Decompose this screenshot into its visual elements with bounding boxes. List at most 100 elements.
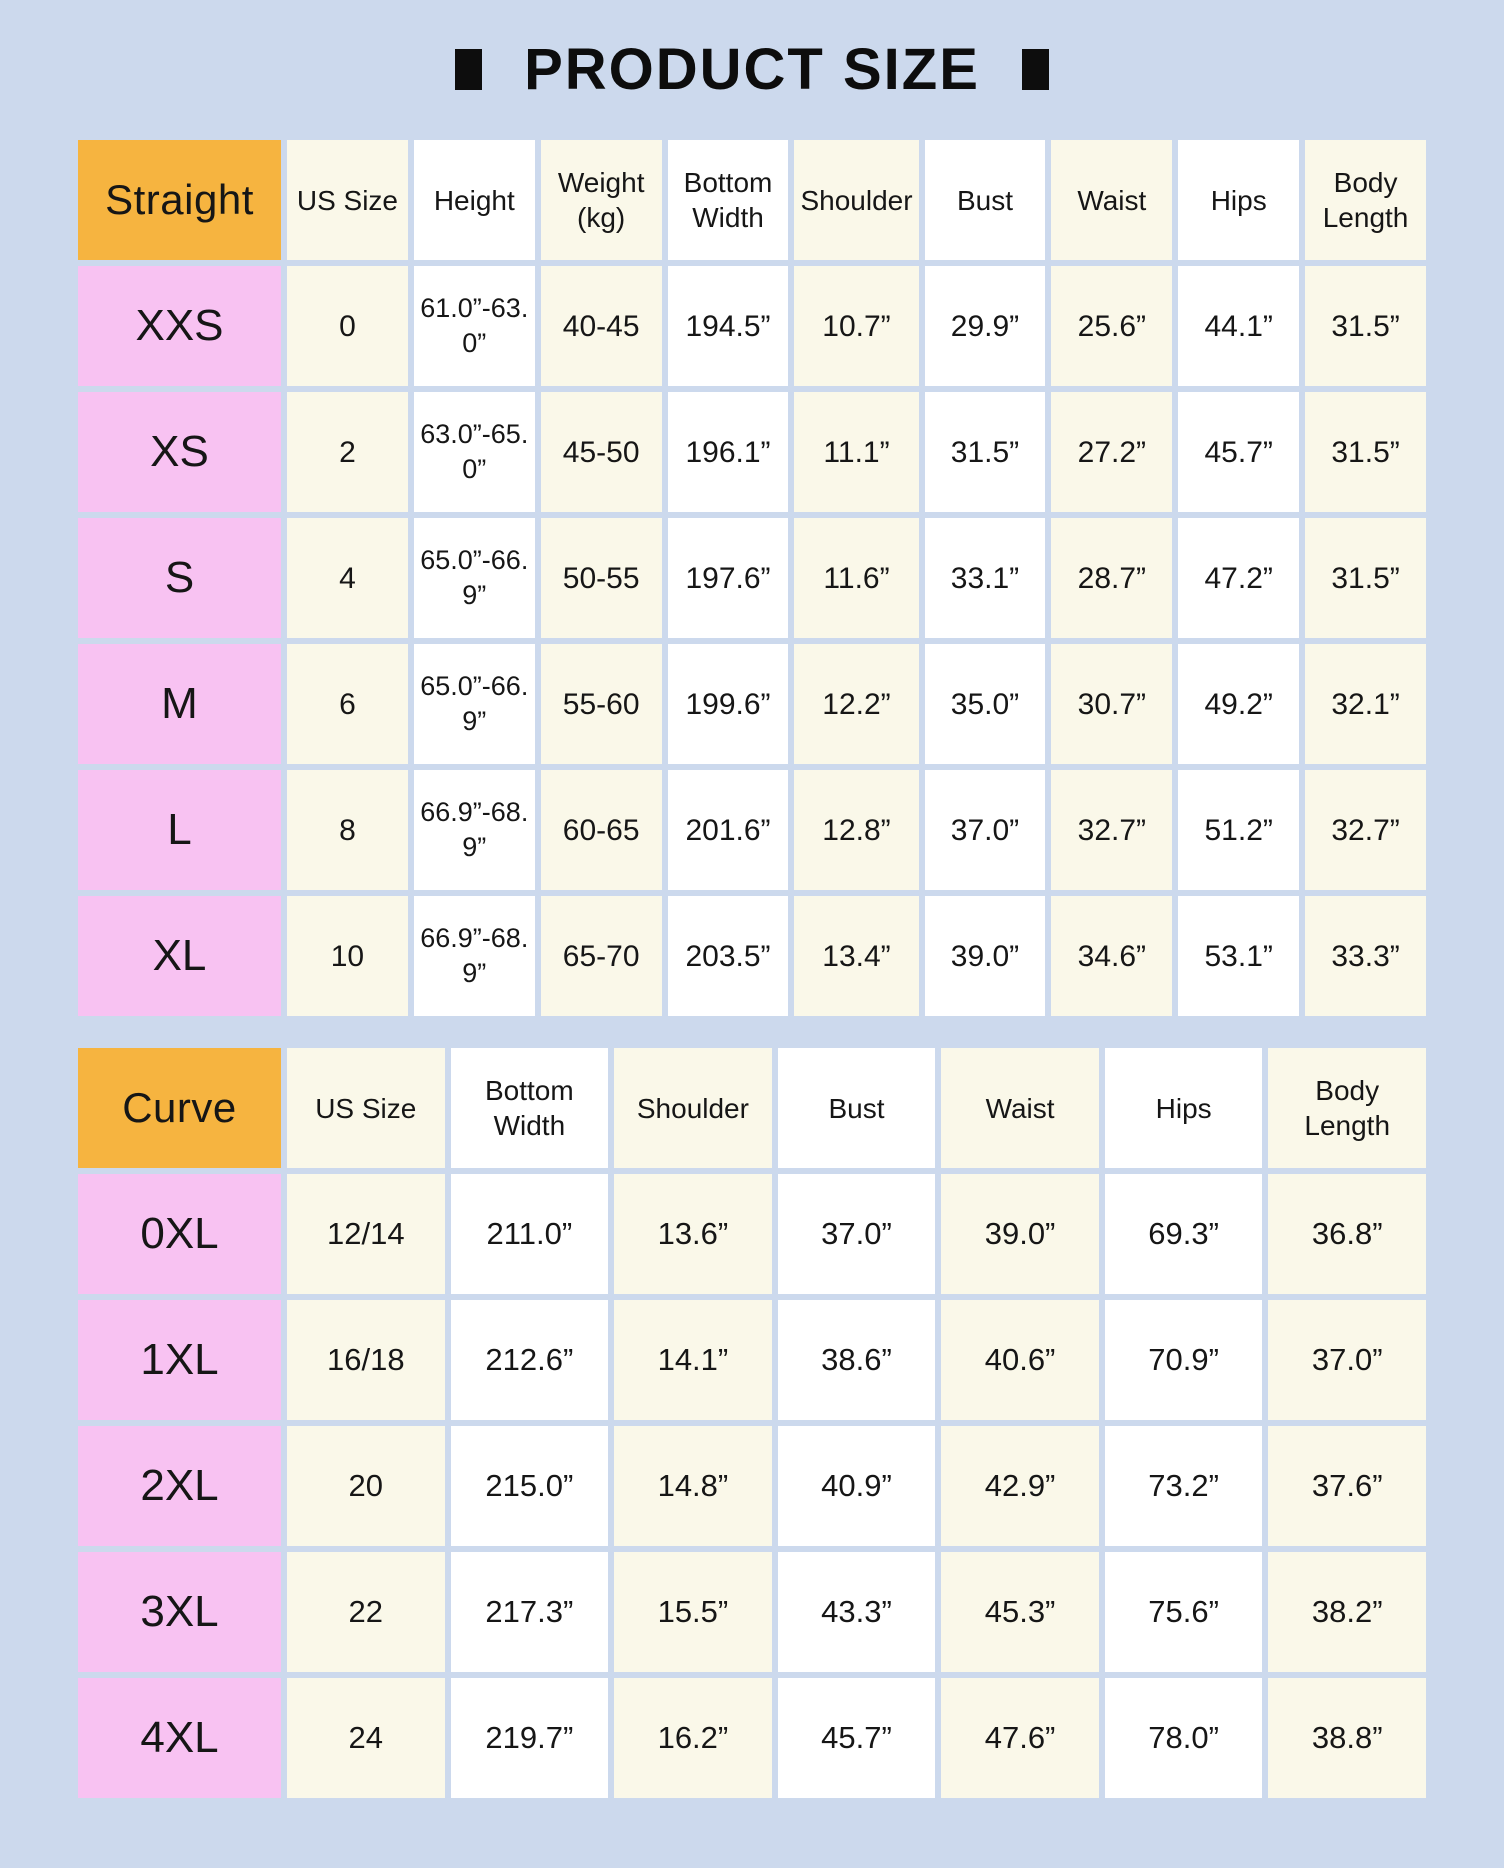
- table-cell: 4: [287, 518, 408, 638]
- column-header: Bottom Width: [450, 1048, 609, 1168]
- table-cell: 49.2”: [1178, 644, 1300, 764]
- table-cell: 14.1”: [614, 1300, 772, 1420]
- table-cell: 69.3”: [1104, 1174, 1263, 1294]
- row-label-l: L: [78, 770, 281, 890]
- row-label-m: M: [78, 644, 281, 764]
- table-cell: 65.0”-66.9”: [413, 518, 535, 638]
- column-header: US Size: [287, 1048, 445, 1168]
- row-label-3xl: 3XL: [78, 1552, 281, 1672]
- table-cell: 50-55: [540, 518, 662, 638]
- table-cell: 60-65: [540, 770, 662, 890]
- table-cell: 16.2”: [614, 1678, 772, 1798]
- table-cell: 29.9”: [924, 266, 1046, 386]
- column-header: Bust: [777, 1048, 936, 1168]
- black-square-icon: [1021, 48, 1049, 90]
- table-cell: 211.0”: [450, 1174, 609, 1294]
- table-cell: 37.0”: [1268, 1300, 1426, 1420]
- table-cell: 14.8”: [614, 1426, 772, 1546]
- table-cell: 0: [287, 266, 408, 386]
- table-cell: 43.3”: [777, 1552, 936, 1672]
- table-cell: 203.5”: [667, 896, 789, 1016]
- column-header: Body Length: [1305, 140, 1426, 260]
- row-label-xl: XL: [78, 896, 281, 1016]
- table-cell: 66.9”-68.9”: [413, 770, 535, 890]
- table-cell: 40.9”: [777, 1426, 936, 1546]
- table-cell: 32.7”: [1305, 770, 1426, 890]
- table-cell: 55-60: [540, 644, 662, 764]
- table-cell: 47.6”: [941, 1678, 1099, 1798]
- table-cell: 30.7”: [1051, 644, 1173, 764]
- table-cell: 28.7”: [1051, 518, 1173, 638]
- column-header: US Size: [287, 140, 408, 260]
- table-cell: 78.0”: [1104, 1678, 1263, 1798]
- table-cell: 25.6”: [1051, 266, 1173, 386]
- table-cell: 11.1”: [794, 392, 919, 512]
- table-cell: 201.6”: [667, 770, 789, 890]
- table-cell: 65.0”-66.9”: [413, 644, 535, 764]
- table-cell: 12.8”: [794, 770, 919, 890]
- table-cell: 45.7”: [777, 1678, 936, 1798]
- black-square-icon: [455, 48, 483, 90]
- table-cell: 10: [287, 896, 408, 1016]
- column-header: Waist: [941, 1048, 1099, 1168]
- table-cell: 38.8”: [1268, 1678, 1426, 1798]
- table-cell: 31.5”: [1305, 518, 1426, 638]
- table-cell: 38.6”: [777, 1300, 936, 1420]
- table-cell: 40-45: [540, 266, 662, 386]
- table-cell: 63.0”-65.0”: [413, 392, 535, 512]
- table-cell: 196.1”: [667, 392, 789, 512]
- curve-table-title: Curve: [78, 1048, 281, 1168]
- column-header: Hips: [1178, 140, 1300, 260]
- table-cell: 31.5”: [1305, 392, 1426, 512]
- column-header: Bust: [924, 140, 1046, 260]
- row-label-xs: XS: [78, 392, 281, 512]
- table-cell: 194.5”: [667, 266, 789, 386]
- table-cell: 34.6”: [1051, 896, 1173, 1016]
- page-title: PRODUCT SIZE: [524, 36, 980, 102]
- table-cell: 37.0”: [777, 1174, 936, 1294]
- table-cell: 47.2”: [1178, 518, 1300, 638]
- row-label-0xl: 0XL: [78, 1174, 281, 1294]
- table-cell: 70.9”: [1104, 1300, 1263, 1420]
- table-cell: 36.8”: [1268, 1174, 1426, 1294]
- table-cell: 42.9”: [941, 1426, 1099, 1546]
- column-header: Waist: [1051, 140, 1173, 260]
- table-cell: 199.6”: [667, 644, 789, 764]
- table-cell: 65-70: [540, 896, 662, 1016]
- table-cell: 32.1”: [1305, 644, 1426, 764]
- table-cell: 73.2”: [1104, 1426, 1263, 1546]
- column-header: Height: [413, 140, 535, 260]
- table-cell: 39.0”: [941, 1174, 1099, 1294]
- column-header: Bottom Width: [667, 140, 789, 260]
- table-cell: 31.5”: [924, 392, 1046, 512]
- table-cell: 12/14: [287, 1174, 445, 1294]
- table-cell: 16/18: [287, 1300, 445, 1420]
- table-cell: 11.6”: [794, 518, 919, 638]
- table-cell: 212.6”: [450, 1300, 609, 1420]
- table-cell: 215.0”: [450, 1426, 609, 1546]
- table-cell: 10.7”: [794, 266, 919, 386]
- table-cell: 37.0”: [924, 770, 1046, 890]
- table-cell: 44.1”: [1178, 266, 1300, 386]
- table-cell: 40.6”: [941, 1300, 1099, 1420]
- table-cell: 51.2”: [1178, 770, 1300, 890]
- table-cell: 13.4”: [794, 896, 919, 1016]
- table-cell: 75.6”: [1104, 1552, 1263, 1672]
- curve-size-table: Curve US Size Bottom Width Shoulder Bust Wais…: [78, 1048, 1426, 1798]
- table-cell: 61.0”-63.0”: [413, 266, 535, 386]
- table-cell: 13.6”: [614, 1174, 772, 1294]
- column-header: Shoulder: [794, 140, 919, 260]
- table-cell: 27.2”: [1051, 392, 1173, 512]
- table-cell: 33.3”: [1305, 896, 1426, 1016]
- column-header: Body Length: [1268, 1048, 1426, 1168]
- row-label-1xl: 1XL: [78, 1300, 281, 1420]
- table-cell: 12.2”: [794, 644, 919, 764]
- row-label-4xl: 4XL: [78, 1678, 281, 1798]
- table-cell: 35.0”: [924, 644, 1046, 764]
- column-header: Shoulder: [614, 1048, 772, 1168]
- table-cell: 32.7”: [1051, 770, 1173, 890]
- table-cell: 24: [287, 1678, 445, 1798]
- page-header: PRODUCT SIZE: [78, 26, 1426, 112]
- row-label-s: S: [78, 518, 281, 638]
- row-label-xxs: XXS: [78, 266, 281, 386]
